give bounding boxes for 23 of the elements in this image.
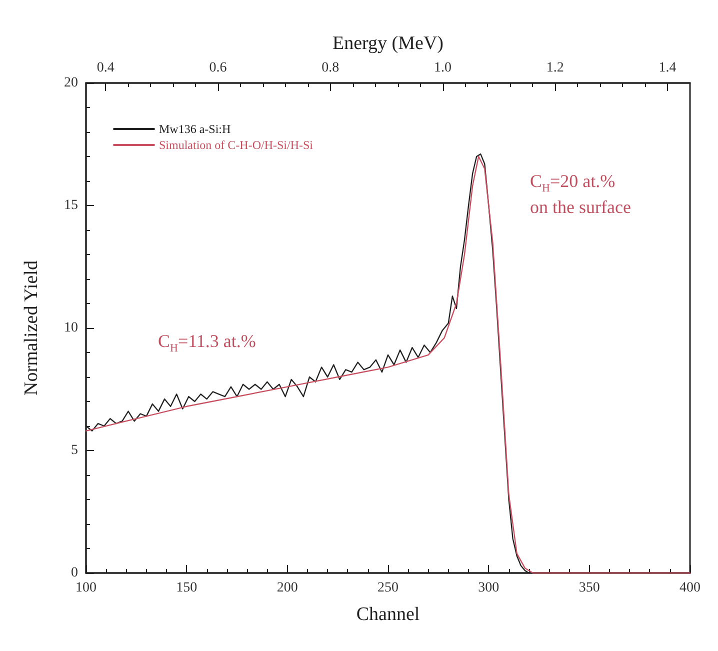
x-tick-label: 150 bbox=[176, 580, 198, 596]
legend-label: Mw136 a-Si:H bbox=[159, 122, 231, 136]
x-tick-label: 350 bbox=[578, 580, 600, 596]
x2-tick-label: 0.4 bbox=[96, 60, 114, 76]
x2-tick-label: 1.4 bbox=[658, 60, 676, 76]
y-axis-title: Normalized Yield bbox=[21, 260, 42, 396]
y-tick-label: 20 bbox=[64, 76, 78, 90]
x-tick-label: 300 bbox=[478, 580, 500, 596]
x-tick-label: 100 bbox=[76, 580, 96, 596]
legend-label: Simulation of C-H-O/H-Si/H-Si bbox=[159, 138, 314, 152]
x2-axis-title: Energy (MeV) bbox=[332, 33, 444, 54]
x-tick-label: 250 bbox=[378, 580, 398, 596]
y-tick-label: 10 bbox=[64, 320, 78, 336]
x2-tick-label: 1.2 bbox=[546, 60, 564, 76]
x-tick-label: 200 bbox=[276, 580, 298, 596]
y-tick-label: 5 bbox=[71, 443, 78, 458]
y-tick-label: 15 bbox=[64, 198, 78, 213]
y-tick-label: 0 bbox=[71, 566, 78, 580]
x2-tick-label: 0.8 bbox=[322, 60, 340, 76]
x2-tick-label: 0.6 bbox=[209, 60, 227, 76]
x-axis-title: Channel bbox=[356, 604, 420, 625]
x2-tick-label: 1.0 bbox=[434, 60, 452, 76]
x-tick-label: 400 bbox=[680, 580, 700, 596]
